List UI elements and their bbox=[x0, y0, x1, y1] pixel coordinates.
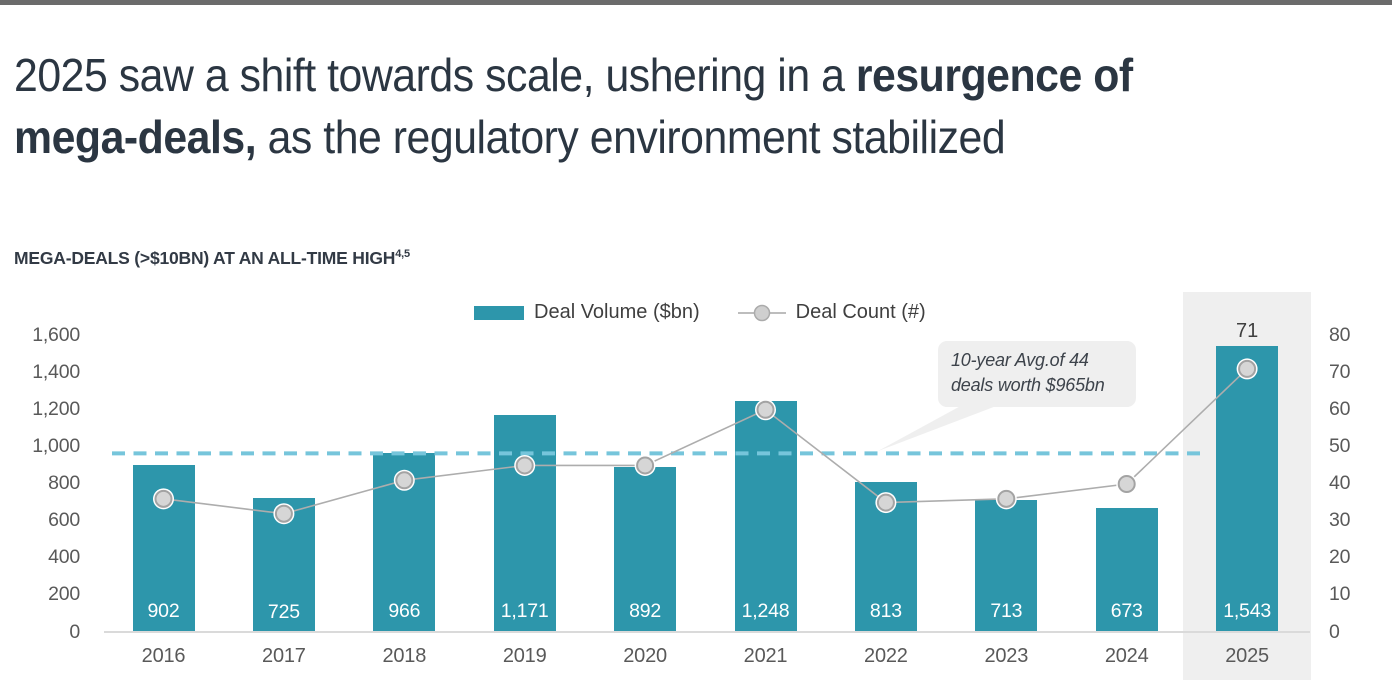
bar-value-label: 1,543 bbox=[1223, 600, 1271, 623]
right-axis-tick: 40 bbox=[1329, 472, 1351, 494]
top-accent-bar bbox=[0, 0, 1392, 5]
title-segment: as the regulatory environment stabilized bbox=[256, 111, 1006, 163]
bar-value-label: 966 bbox=[388, 600, 421, 623]
bar-2016: 902 bbox=[132, 465, 195, 633]
right-axis-tick: 30 bbox=[1329, 509, 1351, 532]
line-marker-icon bbox=[737, 304, 786, 321]
x-axis-label-2019: 2019 bbox=[502, 645, 547, 667]
x-axis-label-2017: 2017 bbox=[262, 645, 306, 667]
x-axis-label-2021: 2021 bbox=[743, 645, 788, 667]
deal-count-2025-label: 71 bbox=[1235, 320, 1259, 343]
bar-swatch-icon bbox=[474, 305, 524, 320]
right-axis-tick: 20 bbox=[1329, 546, 1351, 569]
bar-2021: 1,248 bbox=[734, 400, 797, 633]
left-axis-tick: 1,400 bbox=[32, 360, 80, 383]
bar-2022: 813 bbox=[854, 481, 917, 633]
left-axis-tick: 800 bbox=[48, 472, 80, 494]
x-axis-label-2025: 2025 bbox=[1225, 645, 1269, 667]
chart-heading: MEGA-DEALS (>$10BN) AT AN ALL-TIME HIGH4… bbox=[14, 248, 410, 269]
average-callout-line1: 10-year Avg.of 44 bbox=[951, 350, 1089, 370]
bar-value-label: 1,248 bbox=[741, 600, 790, 623]
x-axis-label-2016: 2016 bbox=[141, 645, 186, 667]
bar-value-label: 725 bbox=[267, 600, 300, 623]
bar-2023: 713 bbox=[975, 500, 1038, 633]
bar-value-label: 673 bbox=[1110, 600, 1143, 623]
chart-heading-footnote-ref: 4,5 bbox=[395, 248, 410, 261]
marker-halo bbox=[1116, 473, 1138, 495]
left-axis-tick: 1,200 bbox=[32, 397, 80, 420]
right-axis-tick: 10 bbox=[1329, 583, 1351, 606]
legend-label: Deal Count (#) bbox=[795, 301, 926, 323]
bar-value-label: 902 bbox=[147, 600, 180, 623]
bar-2025: 1,543 bbox=[1216, 346, 1279, 633]
right-axis-tick: 80 bbox=[1329, 323, 1351, 346]
chart-heading-text: MEGA-DEALS (>$10BN) AT AN ALL-TIME HIGH bbox=[14, 248, 396, 268]
bar-value-label: 892 bbox=[629, 600, 662, 623]
right-axis-tick: 0 bbox=[1329, 620, 1340, 643]
bar-2024: 673 bbox=[1095, 507, 1158, 633]
x-axis-label-2022: 2022 bbox=[864, 645, 908, 667]
page-title: 2025 saw a shift towards scale, ushering… bbox=[14, 44, 1390, 168]
x-axis-label-2020: 2020 bbox=[623, 645, 667, 667]
bar-value-label: 713 bbox=[990, 600, 1023, 623]
right-axis-tick: 50 bbox=[1329, 434, 1351, 457]
x-axis-label-2023: 2023 bbox=[984, 645, 1029, 667]
right-axis-tick: 70 bbox=[1329, 360, 1351, 383]
title-segment: 2025 saw a shift towards scale, ushering… bbox=[14, 49, 856, 101]
deal-count-marker bbox=[1117, 475, 1136, 493]
title-segment-bold: resurgence of bbox=[855, 49, 1133, 101]
left-axis-tick: 600 bbox=[48, 509, 80, 532]
legend-item-deal-count: Deal Count (#) bbox=[737, 301, 926, 324]
left-axis-tick: 1,000 bbox=[32, 434, 80, 457]
legend-item-deal-volume: Deal Volume ($bn) bbox=[474, 301, 700, 324]
bar-2019: 1,171 bbox=[493, 415, 556, 633]
x-axis-label-2018: 2018 bbox=[382, 645, 427, 667]
left-axis-tick: 0 bbox=[69, 620, 80, 643]
x-axis-label-2024: 2024 bbox=[1104, 645, 1149, 667]
right-axis-tick: 60 bbox=[1329, 397, 1351, 420]
legend-label: Deal Volume ($bn) bbox=[534, 301, 700, 323]
left-axis-tick: 200 bbox=[48, 583, 80, 606]
left-axis-tick: 1,600 bbox=[32, 323, 80, 346]
left-axis-tick: 400 bbox=[48, 546, 80, 569]
title-segment-bold: mega-deals, bbox=[14, 111, 257, 163]
bar-2017: 725 bbox=[252, 497, 315, 633]
average-callout-line2: deals worth $965bn bbox=[951, 374, 1105, 395]
bar-value-label: 813 bbox=[869, 600, 902, 623]
average-callout: 10-year Avg.of 44 deals worth $965bn bbox=[938, 341, 1136, 407]
bar-2018: 966 bbox=[373, 453, 436, 633]
chart-legend: Deal Volume ($bn) Deal Count (#) bbox=[474, 301, 926, 324]
bar-value-label: 1,171 bbox=[500, 600, 549, 623]
x-axis-line bbox=[104, 631, 1310, 633]
bar-2020: 892 bbox=[614, 466, 677, 633]
